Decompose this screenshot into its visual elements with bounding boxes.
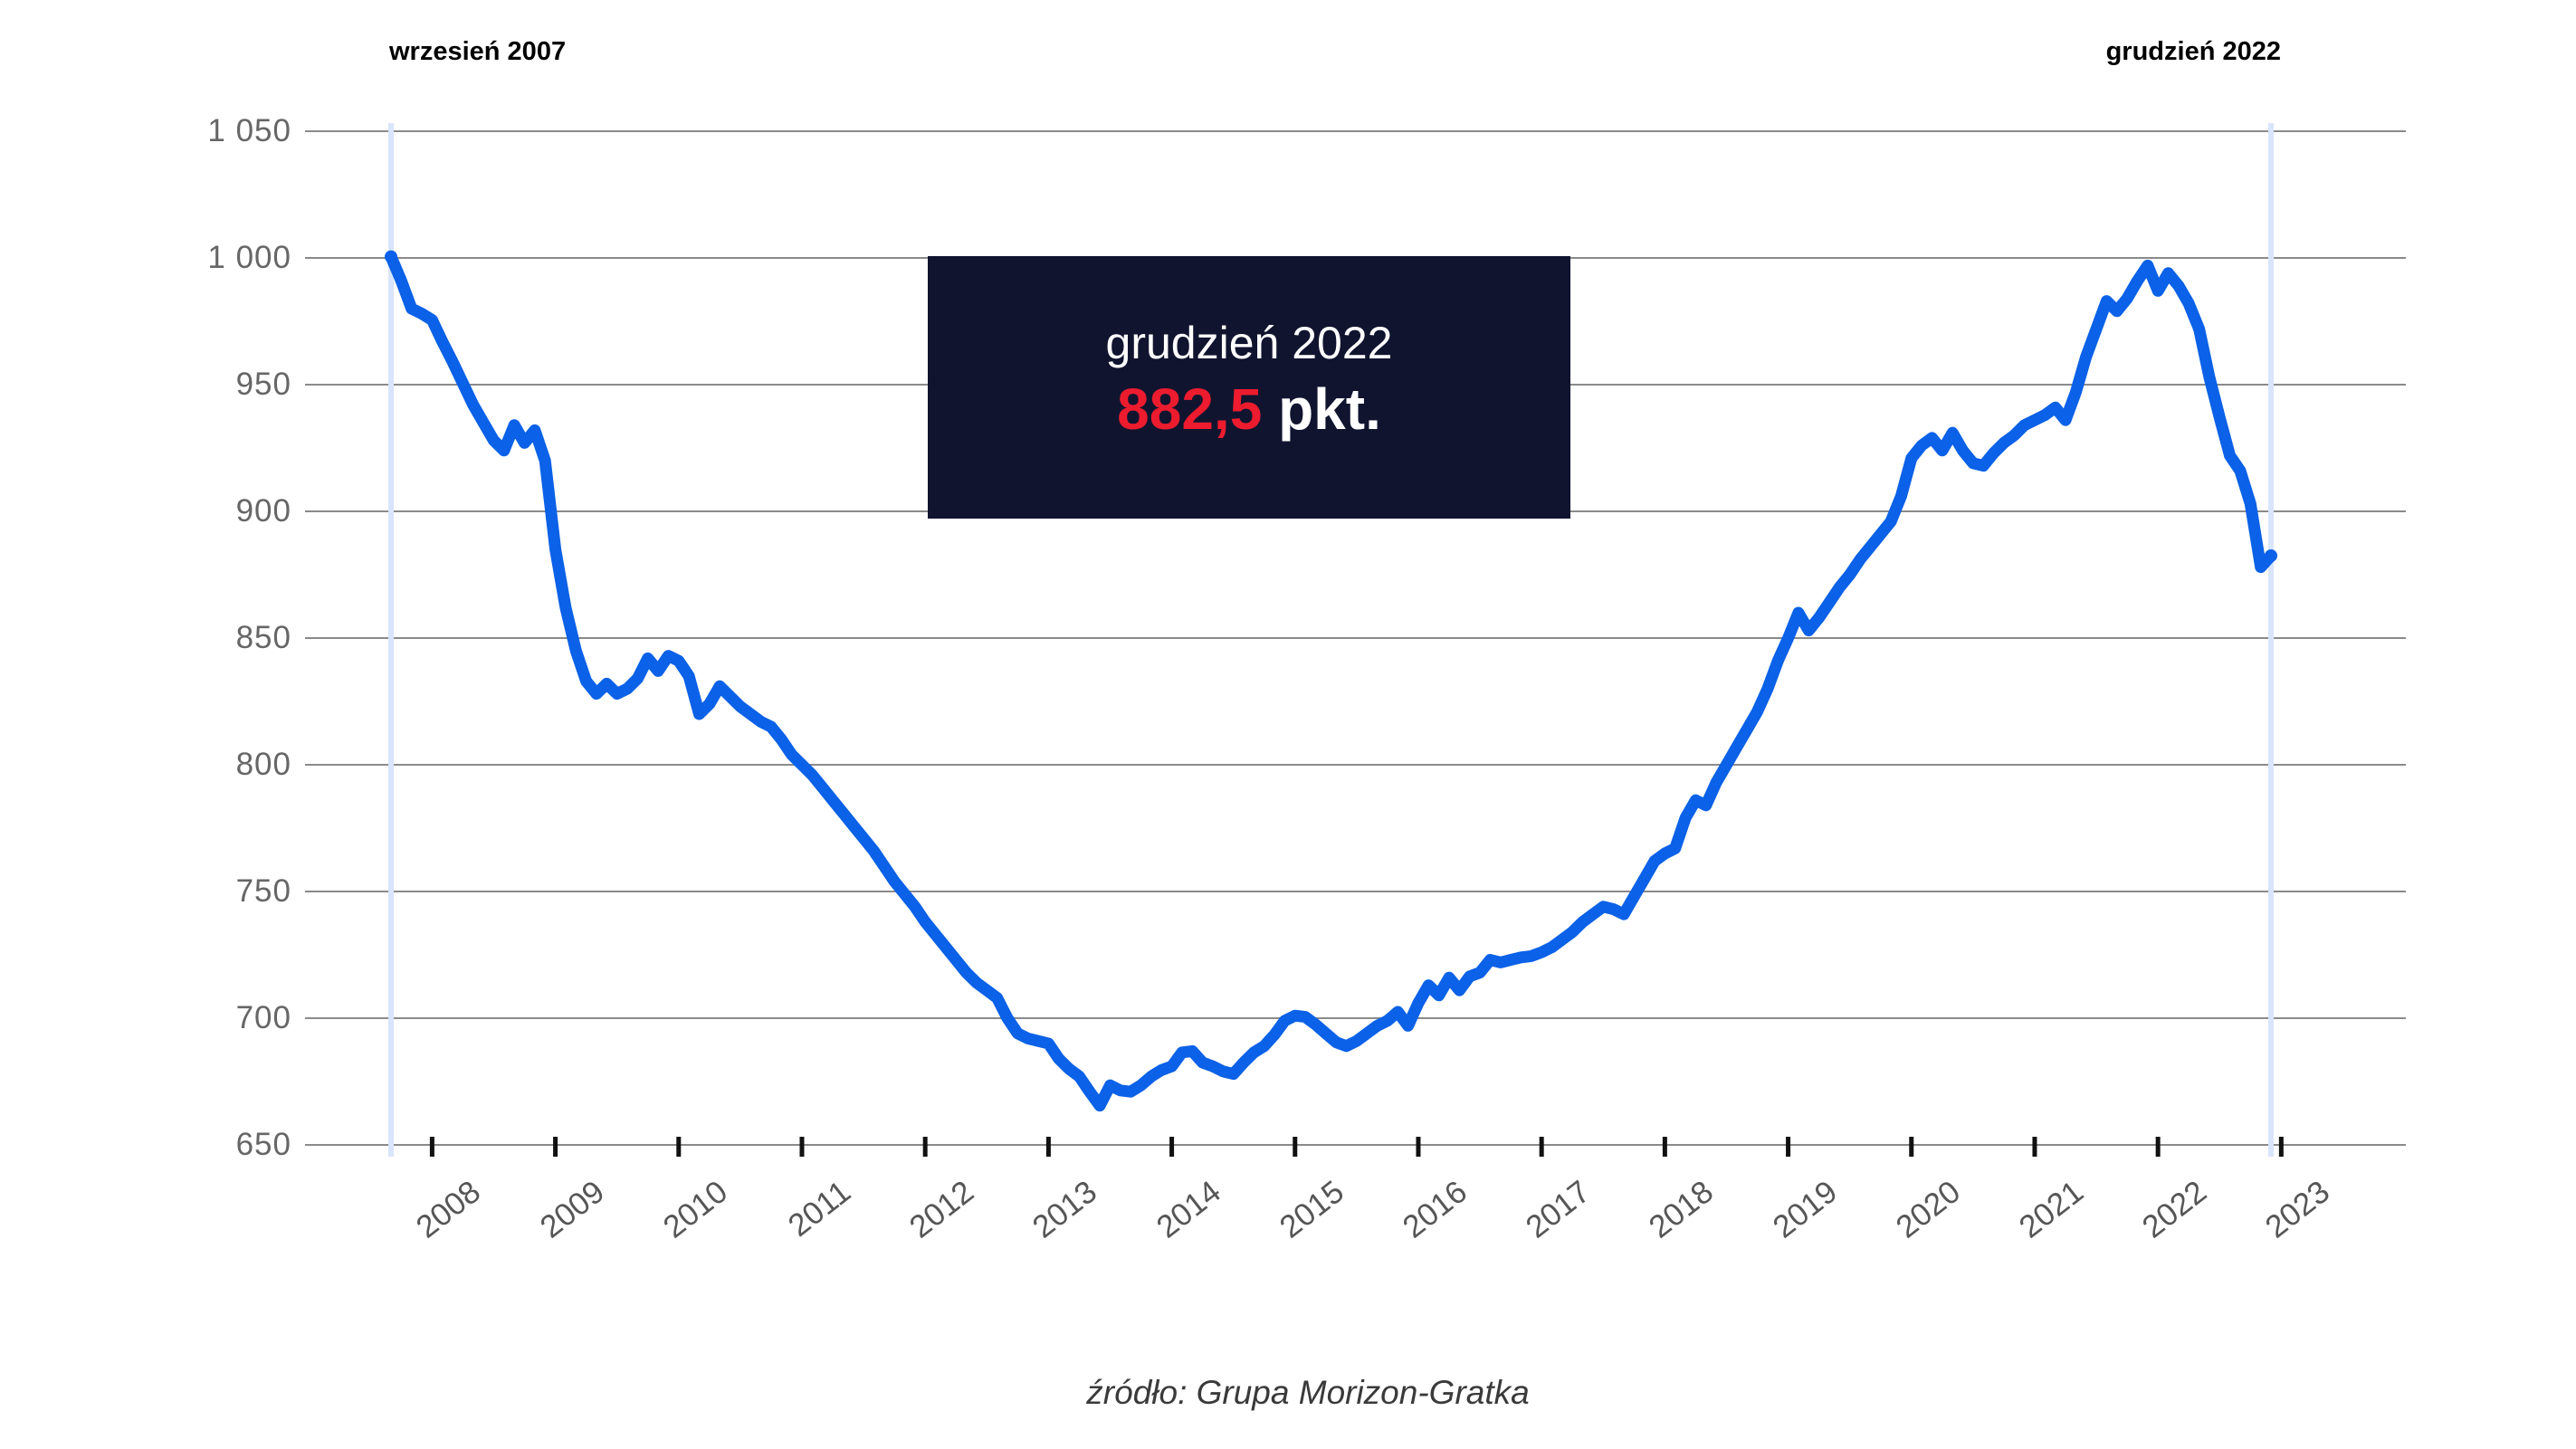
source-credit: źródło: Grupa Morizon-Gratka (1086, 1374, 1530, 1411)
y-axis-label-700: 700 (235, 1000, 291, 1035)
series-endpoint-dot (2265, 549, 2277, 562)
x-tick-2016 (1416, 1137, 1421, 1157)
x-tick-2015 (1293, 1137, 1298, 1157)
latest-value-callout: grudzień 2022 882,5 pkt. (928, 256, 1570, 519)
x-tick-2008 (429, 1137, 434, 1157)
x-tick-2020 (1909, 1137, 1914, 1157)
x-tick-2021 (2032, 1137, 2037, 1157)
x-tick-2010 (676, 1137, 682, 1157)
series-path (385, 251, 2277, 1112)
x-tick-2017 (1539, 1137, 1544, 1157)
x-tick-2012 (922, 1137, 928, 1157)
callout-value: 882,5 (1117, 377, 1263, 442)
y-axis-label-900: 900 (235, 493, 291, 529)
y-axis-label-750: 750 (235, 873, 291, 909)
y-axis-label-1000: 1 000 (207, 240, 291, 275)
y-axis-label-1050: 1 050 (207, 113, 291, 148)
end-date-annotation: grudzień 2022 (2105, 37, 2281, 66)
callout-date: grudzień 2022 (1105, 318, 1393, 368)
x-tick-2014 (1169, 1137, 1175, 1157)
x-tick-2009 (553, 1137, 558, 1157)
x-tick-2013 (1045, 1137, 1051, 1157)
callout-content: grudzień 2022 882,5 pkt. (1106, 315, 1393, 447)
x-tick-2011 (799, 1137, 805, 1157)
y-axis-label-950: 950 (235, 367, 291, 402)
series-startpoint-dot (385, 250, 397, 263)
x-tick-2023 (2278, 1137, 2284, 1157)
y-axis-label-850: 850 (235, 620, 291, 655)
callout-value-line: 882,5 pkt. (1106, 371, 1393, 447)
callout-unit: pkt. (1262, 377, 1381, 442)
x-tick-2018 (1662, 1137, 1667, 1157)
x-tick-2019 (1786, 1137, 1791, 1157)
x-tick-2022 (2155, 1137, 2161, 1157)
y-axis-label-650: 650 (235, 1127, 291, 1162)
y-axis-label-800: 800 (235, 747, 291, 782)
start-date-annotation: wrzesień 2007 (389, 37, 567, 66)
